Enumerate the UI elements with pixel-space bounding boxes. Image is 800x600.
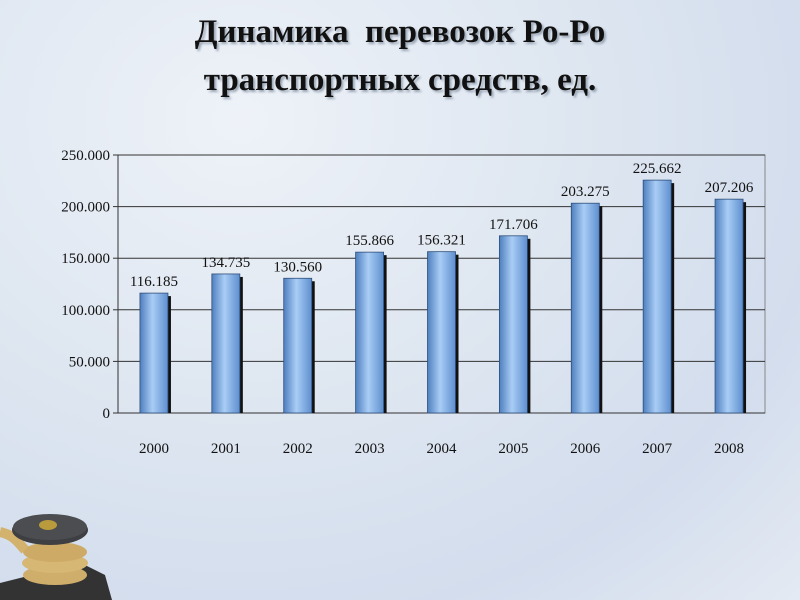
x-tick-label: 2006 bbox=[570, 441, 601, 457]
y-tick-label: 0 bbox=[103, 406, 111, 422]
data-label: 134.735 bbox=[201, 255, 250, 271]
x-tick-label: 2003 bbox=[355, 441, 385, 457]
x-tick-label: 2008 bbox=[714, 441, 744, 457]
data-label: 130.560 bbox=[273, 259, 322, 275]
title-line-1: Динамика перевозок Ро-Ро bbox=[194, 14, 606, 50]
x-tick-label: 2000 bbox=[139, 441, 169, 457]
bar bbox=[642, 179, 672, 414]
bar bbox=[498, 235, 528, 414]
bar bbox=[139, 292, 169, 414]
data-label: 156.321 bbox=[417, 233, 466, 249]
bar bbox=[427, 251, 456, 414]
data-label: 207.206 bbox=[705, 180, 754, 196]
bar bbox=[355, 251, 385, 414]
bar bbox=[211, 273, 241, 414]
x-tick-label: 2001 bbox=[211, 441, 241, 457]
y-tick-label: 50.000 bbox=[69, 354, 110, 370]
data-label: 155.866 bbox=[345, 233, 394, 249]
slide-title: Динамика перевозок Ро-Ро транспортных ср… bbox=[0, 8, 800, 104]
bollard-logo bbox=[0, 514, 112, 600]
y-tick-label: 150.000 bbox=[61, 251, 110, 267]
x-tick-label: 2002 bbox=[283, 441, 313, 457]
data-label: 203.275 bbox=[561, 184, 610, 200]
y-tick-label: 100.000 bbox=[61, 303, 110, 319]
y-tick-label: 250.000 bbox=[61, 148, 110, 164]
x-tick-label: 2005 bbox=[498, 441, 528, 457]
bar bbox=[714, 198, 744, 414]
x-tick-label: 2007 bbox=[642, 441, 673, 457]
y-tick-label: 200.000 bbox=[61, 200, 110, 216]
data-label: 171.706 bbox=[489, 217, 538, 233]
bar bbox=[570, 202, 600, 414]
x-tick-label: 2004 bbox=[427, 441, 458, 457]
bar bbox=[283, 277, 313, 414]
data-label: 116.185 bbox=[130, 274, 178, 290]
title-line-2: транспортных средств, ед. bbox=[203, 62, 597, 98]
data-label: 225.662 bbox=[633, 161, 682, 177]
